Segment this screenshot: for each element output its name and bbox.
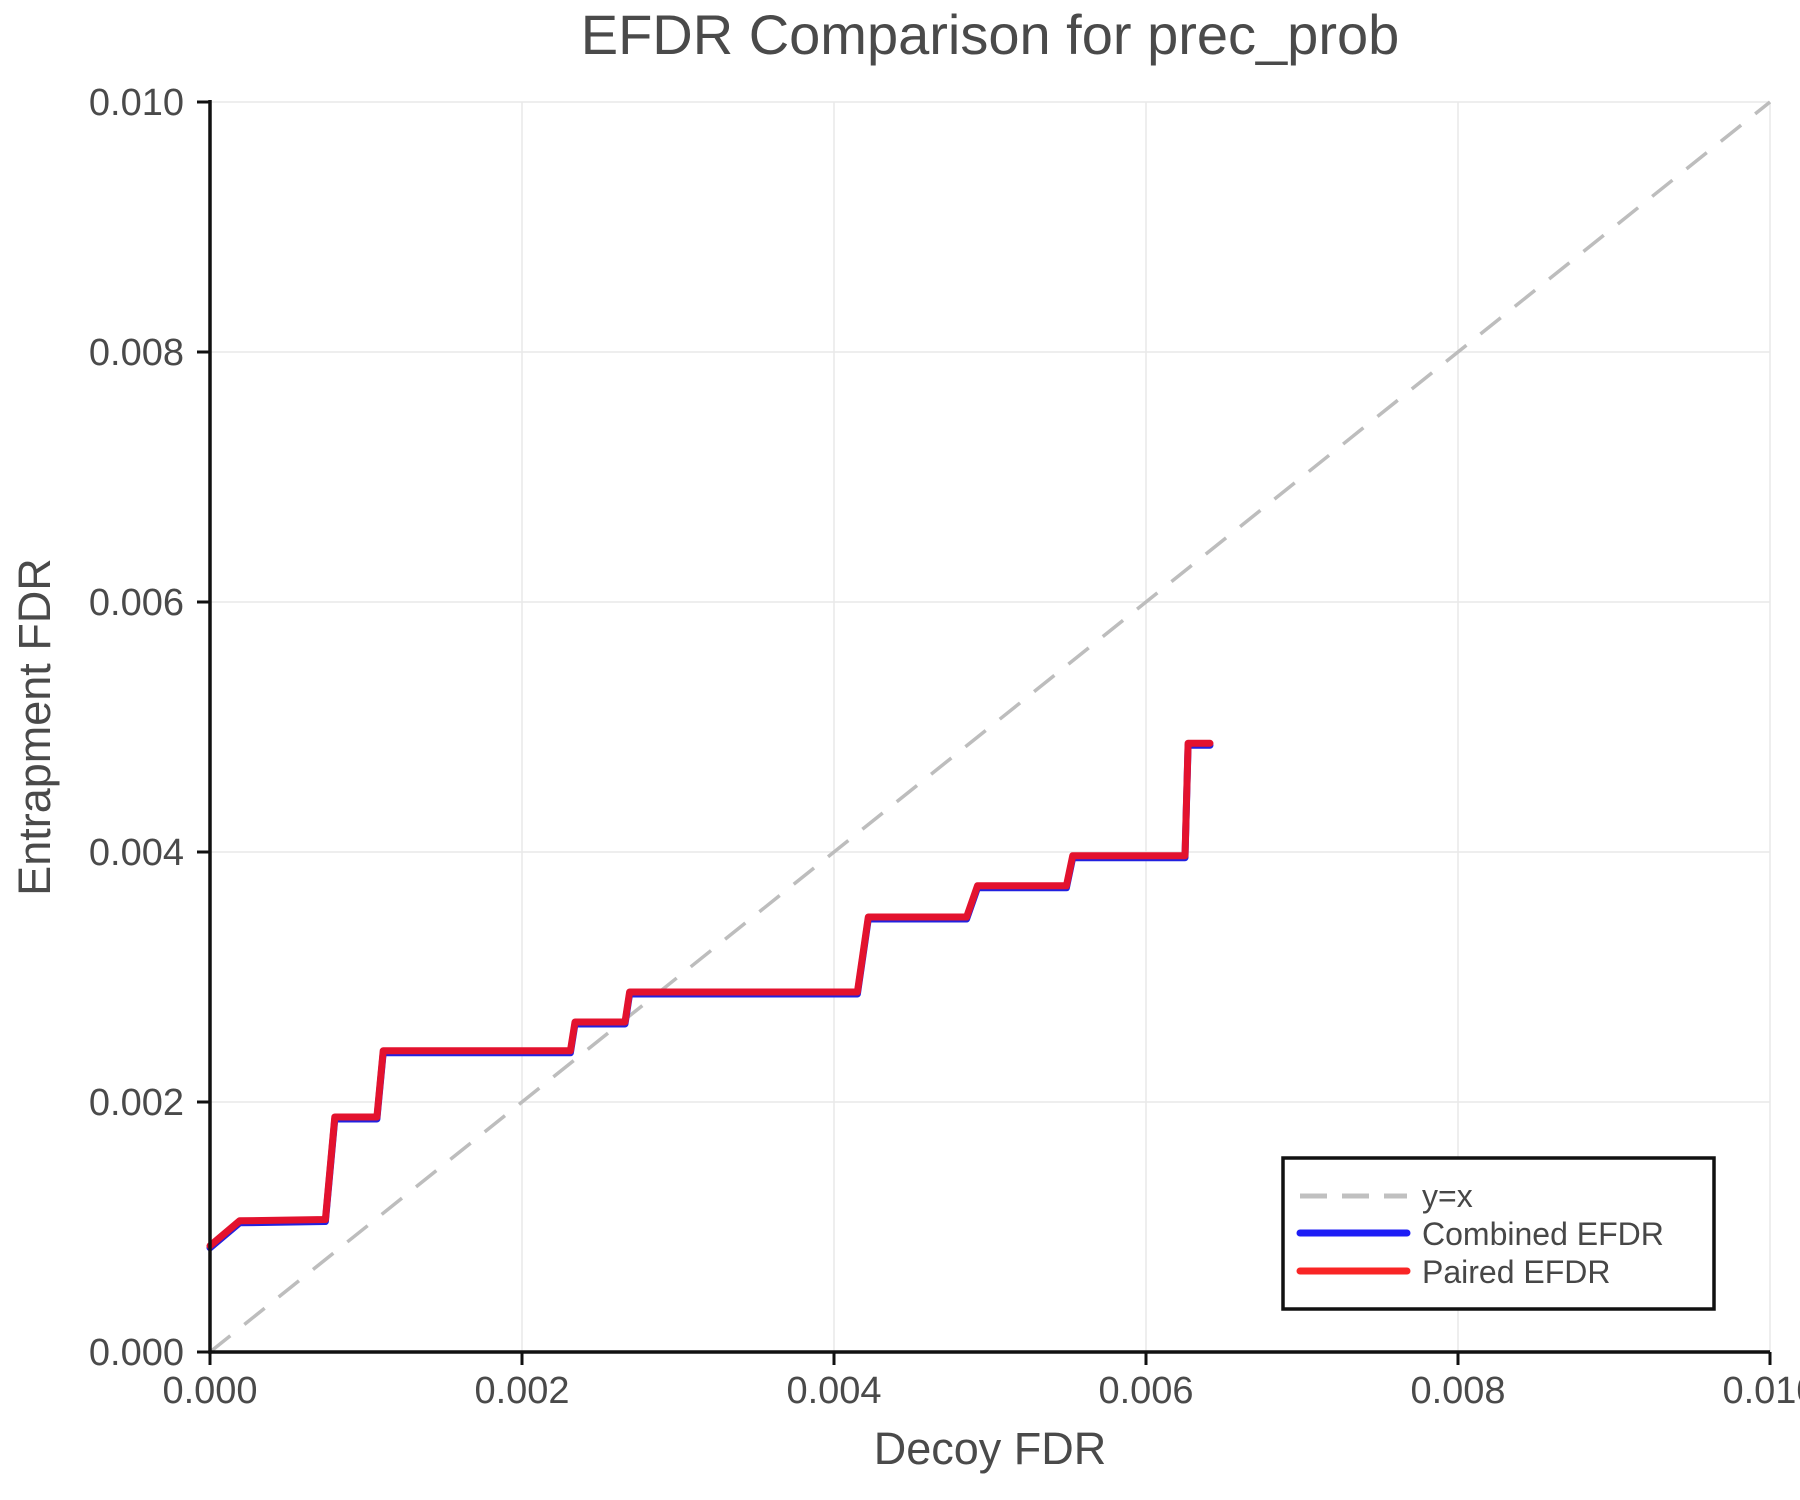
legend-item-yx: y=x [1300,1178,1473,1214]
legend-item-paired-efdr: Paired EFDR [1296,1254,1611,1290]
legend-label-combined-efdr: Combined EFDR [1422,1216,1664,1252]
axis-ticks [197,100,1772,1365]
legend-item-combined-efdr: Combined EFDR [1296,1216,1664,1252]
chart-title: EFDR Comparison for prec_prob [581,3,1400,66]
y-tick-label: 0.000 [89,1332,184,1374]
legend-label-paired-efdr: Paired EFDR [1422,1254,1611,1290]
series-y-x [208,100,1772,1354]
x-tick-label: 0.006 [1098,1370,1193,1412]
data-series [206,100,1772,1354]
tick-labels: 0.000 0.002 0.004 0.006 0.008 0.010 0.000 0.002… [89,82,1800,1412]
x-tick-label: 0.010 [1722,1370,1800,1412]
y-tick-label: 0.010 [89,82,184,124]
x-tick-label: 0.008 [1410,1370,1505,1412]
y-axis-title: Entrapment FDR [9,558,60,896]
y-tick-label: 0.002 [89,1082,184,1124]
y-tick-label: 0.004 [89,832,184,874]
x-axis-title: Decoy FDR [874,1423,1107,1474]
series-combined-efdr [206,741,1214,1252]
x-tick-label: 0.004 [786,1370,881,1412]
legend-label-yx: y=x [1422,1178,1473,1214]
x-tick-label: 0.002 [474,1370,569,1412]
y-tick-label: 0.008 [89,332,184,374]
x-tick-label: 0.000 [162,1370,257,1412]
y-tick-label: 0.006 [89,582,184,624]
legend: y=x Combined EFDR Paired EFDR [1281,1156,1716,1311]
series-paired-efdr [206,739,1214,1250]
axes-spines [208,100,1770,1354]
